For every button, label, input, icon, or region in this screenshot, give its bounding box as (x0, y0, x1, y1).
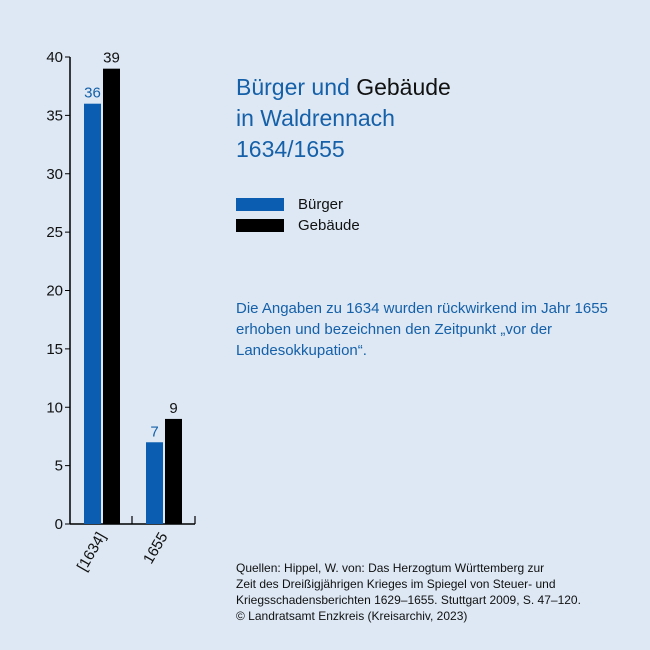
y-tick-label: 30 (46, 166, 63, 183)
y-tick-label: 0 (55, 516, 63, 533)
y-tick-label: 35 (46, 107, 63, 124)
legend-label-gebaeude: Gebäude (298, 217, 360, 234)
legend: Bürger Gebäude (236, 194, 360, 236)
title-line2: in Waldrennach (236, 105, 395, 131)
source-line: Zeit des Dreißigjährigen Krieges im Spie… (236, 577, 556, 591)
data-label: 7 (150, 423, 158, 440)
y-tick-label: 40 (46, 49, 63, 66)
legend-swatch-buerger (236, 198, 284, 211)
source-line: Quellen: Hippel, W. von: Das Herzogtum W… (236, 561, 545, 575)
y-tick-label: 25 (46, 224, 63, 241)
copyright-line: © Landratsamt Enzkreis (Kreisarchiv, 202… (236, 609, 468, 623)
y-tick-label: 20 (46, 283, 63, 300)
bar-buerger (146, 442, 163, 524)
title-line3: 1634/1655 (236, 136, 345, 162)
source-text: Quellen: Hippel, W. von: Das Herzogtum W… (236, 560, 636, 624)
data-label: 9 (169, 400, 177, 417)
source-line: Kriegsschadensberichten 1629–1655. Stutt… (236, 593, 581, 607)
y-tick-label: 5 (55, 458, 63, 475)
x-category-label: [1634] (74, 530, 110, 575)
bar-gebaeude (165, 418, 182, 524)
title-part2: Gebäude (356, 74, 451, 100)
legend-label-buerger: Bürger (298, 196, 344, 213)
y-tick-label: 15 (46, 341, 63, 358)
data-label: 36 (84, 85, 101, 102)
note-text: Die Angaben zu 1634 wurden rückwirkend i… (236, 300, 608, 359)
title-part1: Bürger und (236, 74, 357, 100)
x-category-label: 1655 (140, 530, 171, 567)
legend-item-buerger: Bürger (236, 194, 360, 215)
legend-item-gebaeude: Gebäude (236, 215, 360, 236)
y-tick-label: 10 (46, 399, 63, 416)
bar-buerger (84, 103, 101, 524)
chart-title: Bürger und Gebäude in Waldrennach 1634/165… (236, 72, 451, 165)
data-label: 39 (103, 50, 120, 67)
bar-gebaeude (103, 68, 120, 525)
legend-swatch-gebaeude (236, 219, 284, 232)
